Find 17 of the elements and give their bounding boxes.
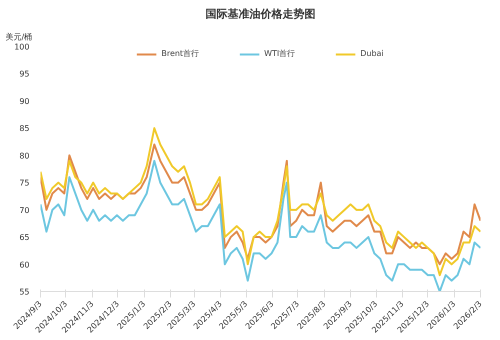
y-tick-label: 95 (19, 70, 30, 79)
y-tick-label: 65 (19, 233, 30, 242)
y-tick-label: 60 (19, 260, 30, 270)
line-series (40, 127, 480, 276)
y-tick-label: 90 (19, 96, 30, 106)
legend-label: Dubai (360, 49, 384, 58)
y-tick-label: 70 (19, 206, 30, 215)
line-series (40, 144, 480, 266)
chart-title: 国际基准油价格走势图 (206, 8, 316, 20)
y-axis-title: 美元/桶 (6, 32, 32, 42)
legend-label: WTI首行 (264, 48, 296, 59)
legend-label: Brent首行 (161, 48, 200, 59)
y-tick-label: 85 (19, 124, 30, 134)
y-tick-label: 75 (19, 178, 30, 188)
y-tick-label: 80 (19, 151, 30, 160)
y-tick-label: 55 (19, 288, 30, 296)
y-tick-label: 100 (14, 42, 30, 52)
